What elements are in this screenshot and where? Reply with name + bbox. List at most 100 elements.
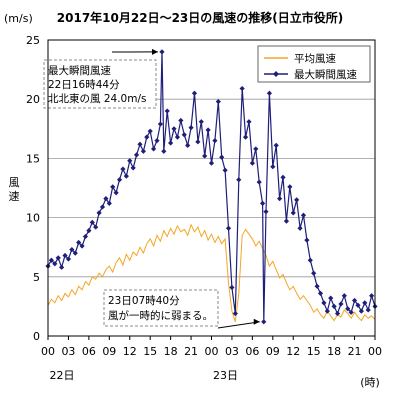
data-point	[148, 129, 153, 134]
data-point	[175, 134, 180, 139]
x-tick-label: 12	[286, 345, 300, 358]
data-point	[304, 237, 309, 242]
data-point	[131, 165, 136, 170]
x-tick-label: 06	[245, 345, 259, 358]
x-tick-label: 06	[82, 345, 96, 358]
data-point	[287, 184, 292, 189]
data-point	[328, 296, 333, 301]
x-tick-label: 00	[368, 345, 382, 358]
x-tick-label: 15	[307, 345, 321, 358]
data-point	[151, 146, 156, 151]
annotation-arrowhead	[152, 49, 158, 55]
annotation-arrowhead	[254, 319, 260, 325]
data-point	[236, 177, 241, 182]
x-tick-label: 18	[164, 345, 178, 358]
data-point	[280, 175, 285, 180]
data-point	[318, 291, 323, 296]
data-point	[362, 300, 367, 305]
x-tick-label: 21	[184, 345, 198, 358]
data-point	[59, 265, 64, 270]
y-axis-title: 風速	[9, 176, 20, 203]
data-point	[342, 293, 347, 298]
data-point	[124, 174, 129, 179]
data-point	[83, 234, 88, 239]
data-point	[366, 307, 371, 312]
data-point	[202, 153, 207, 158]
x-tick-label: 15	[143, 345, 157, 358]
data-point	[141, 149, 146, 154]
data-point	[246, 119, 251, 124]
data-point	[134, 152, 139, 157]
annotation-text: 23日07時40分	[108, 295, 180, 307]
data-point	[321, 300, 326, 305]
day-label: 23日	[213, 369, 238, 382]
data-point	[223, 168, 228, 173]
data-point	[294, 197, 299, 202]
data-point	[185, 143, 190, 148]
data-point	[301, 213, 306, 218]
x-tick-label: 21	[348, 345, 362, 358]
data-point	[161, 149, 166, 154]
data-point	[110, 184, 115, 189]
annotation-text: 22日16時44分	[48, 79, 120, 91]
data-point	[261, 319, 266, 324]
data-point	[311, 271, 316, 276]
data-point	[205, 127, 210, 132]
data-point	[335, 311, 340, 316]
y-unit-label: (m/s)	[4, 12, 33, 25]
data-point	[100, 204, 105, 209]
x-tick-label: 00	[205, 345, 219, 358]
legend-label: 最大瞬間風速	[294, 68, 357, 81]
x-axis-label: (時)	[360, 376, 380, 389]
x-tick-label: 00	[41, 345, 55, 358]
data-point	[369, 293, 374, 298]
data-point	[263, 209, 268, 214]
data-point	[229, 285, 234, 290]
data-point	[120, 166, 125, 171]
x-tick-label: 09	[102, 345, 116, 358]
x-tick-label: 09	[266, 345, 280, 358]
annotation-text: 風が一時的に弱まる。	[108, 309, 213, 322]
annotation-text: 最大瞬間風速	[48, 64, 111, 77]
data-point	[56, 255, 61, 260]
data-point	[144, 134, 149, 139]
y-tick-label: 15	[26, 152, 40, 165]
data-point	[314, 284, 319, 289]
data-point	[250, 161, 255, 166]
data-point	[253, 146, 258, 151]
data-point	[270, 164, 275, 169]
y-tick-label: 25	[26, 34, 40, 47]
data-point	[338, 301, 343, 306]
data-point	[297, 226, 302, 231]
data-point	[291, 210, 296, 215]
y-tick-label: 5	[33, 271, 40, 284]
data-point	[277, 196, 282, 201]
data-point	[86, 228, 91, 233]
data-point	[117, 177, 122, 182]
legend-label: 平均風速	[294, 53, 336, 65]
data-point	[226, 226, 231, 231]
data-point	[114, 190, 119, 195]
data-point	[188, 125, 193, 130]
data-point	[359, 309, 364, 314]
data-point	[209, 161, 214, 166]
x-tick-label: 03	[61, 345, 75, 358]
data-point	[171, 126, 176, 131]
x-tick-label: 12	[123, 345, 137, 358]
data-point	[154, 138, 159, 143]
data-point	[195, 139, 200, 144]
chart-title: 2017年10月22日～23日の風速の推移(日立市役所)	[57, 10, 343, 25]
data-point	[127, 158, 132, 163]
data-point	[96, 210, 101, 215]
data-point	[267, 91, 272, 96]
data-point	[158, 121, 163, 126]
data-point	[243, 134, 248, 139]
data-point	[284, 219, 289, 224]
